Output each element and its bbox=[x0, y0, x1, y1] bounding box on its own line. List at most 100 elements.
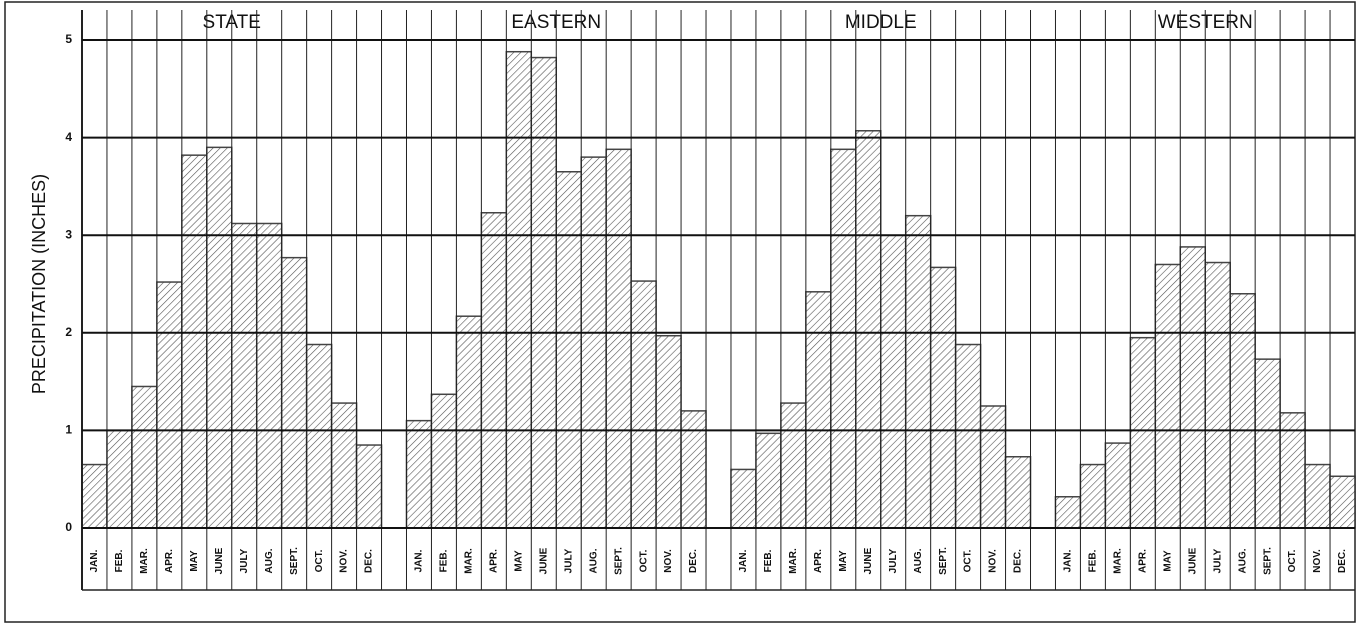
bar bbox=[1179, 246, 1206, 529]
x-tick-label: SEPT. bbox=[1262, 547, 1273, 575]
x-tick-label: AUG. bbox=[264, 548, 275, 573]
y-tick-label: 3 bbox=[65, 227, 72, 241]
bar bbox=[1104, 442, 1132, 529]
bar bbox=[181, 154, 208, 529]
x-tick-label: DEC. bbox=[688, 549, 699, 573]
x-tick-label: MAY bbox=[513, 550, 524, 572]
bar bbox=[979, 405, 1007, 529]
x-tick-label: OCT. bbox=[314, 549, 325, 572]
x-tick-label: DEC. bbox=[1013, 549, 1024, 573]
x-tick-label: MAR. bbox=[139, 548, 150, 574]
x-tick-label: JAN. bbox=[414, 549, 425, 572]
bar bbox=[954, 343, 982, 529]
bar bbox=[755, 432, 782, 529]
bar bbox=[1304, 463, 1331, 529]
bar bbox=[480, 212, 508, 529]
bar bbox=[206, 146, 233, 529]
x-tick-label: AUG. bbox=[1237, 548, 1248, 573]
x-tick-label: JAN. bbox=[738, 549, 749, 572]
x-tick-label: JULY bbox=[1212, 548, 1223, 573]
bar bbox=[1229, 293, 1256, 529]
bar bbox=[1329, 475, 1356, 529]
y-tick-label: 5 bbox=[65, 32, 72, 46]
x-tick-label: OCT. bbox=[638, 549, 649, 572]
x-tick-label: OCT. bbox=[963, 549, 974, 572]
bar bbox=[555, 171, 582, 529]
bar bbox=[1204, 261, 1231, 529]
y-tick-label: 1 bbox=[65, 423, 72, 437]
x-tick-label: JULY bbox=[239, 548, 250, 573]
x-tick-label: SEPT. bbox=[289, 547, 300, 575]
x-tick-label: AUG. bbox=[588, 548, 599, 573]
x-tick-label: JUNE bbox=[863, 547, 874, 574]
x-tick-label: FEB. bbox=[1088, 549, 1099, 572]
x-tick-label: FEB. bbox=[439, 549, 450, 572]
x-tick-label: SEPT. bbox=[613, 547, 624, 575]
x-tick-label: NOV. bbox=[339, 549, 350, 573]
bar bbox=[231, 222, 258, 529]
x-tick-label: JULY bbox=[888, 548, 899, 573]
x-tick-label: MAY bbox=[1162, 550, 1173, 572]
x-tick-label: NOV. bbox=[1312, 549, 1323, 573]
bar bbox=[1129, 336, 1157, 529]
bar bbox=[830, 148, 857, 529]
x-tick-label: FEB. bbox=[114, 549, 125, 572]
bar bbox=[879, 234, 907, 529]
x-tick-label: AUG. bbox=[913, 548, 924, 573]
x-tick-label: MAY bbox=[189, 550, 200, 572]
x-tick-label: MAR. bbox=[464, 548, 475, 574]
x-tick-label: JUNE bbox=[538, 547, 549, 574]
x-tick-label: APR. bbox=[1137, 549, 1148, 573]
x-tick-label: MAR. bbox=[1113, 548, 1124, 574]
x-tick-label: DEC. bbox=[1337, 549, 1348, 573]
x-tick-label: APR. bbox=[164, 549, 175, 573]
bar bbox=[106, 429, 133, 529]
x-tick-label: JAN. bbox=[1063, 549, 1074, 572]
bar bbox=[455, 315, 483, 529]
bar bbox=[1054, 496, 1082, 529]
x-tick-label: MAR. bbox=[788, 548, 799, 574]
x-tick-label: NOV. bbox=[663, 549, 674, 573]
bar bbox=[131, 385, 158, 529]
bar bbox=[430, 393, 458, 529]
bar bbox=[505, 50, 533, 529]
bar bbox=[904, 214, 932, 529]
bar bbox=[305, 343, 333, 529]
bar bbox=[255, 222, 283, 529]
x-tick-label: JAN. bbox=[89, 549, 100, 572]
y-tick-label: 4 bbox=[65, 130, 72, 144]
bar bbox=[680, 410, 707, 529]
bar bbox=[929, 266, 957, 529]
x-tick-label: OCT. bbox=[1287, 549, 1298, 572]
y-tick-label: 2 bbox=[65, 325, 72, 339]
x-tick-label: FEB. bbox=[763, 549, 774, 572]
x-tick-label: JUNE bbox=[214, 547, 225, 574]
bar bbox=[780, 402, 807, 529]
bar bbox=[156, 281, 183, 529]
bar bbox=[81, 463, 108, 529]
x-tick-label: JULY bbox=[563, 548, 574, 573]
bar bbox=[605, 148, 632, 529]
bar bbox=[1254, 358, 1281, 529]
bar bbox=[330, 402, 358, 529]
x-tick-label: NOV. bbox=[988, 549, 999, 573]
bar bbox=[580, 156, 607, 529]
y-axis-label: PRECIPITATION (INCHES) bbox=[29, 174, 49, 394]
x-tick-label: APR. bbox=[488, 549, 499, 573]
x-tick-label: DEC. bbox=[364, 549, 375, 573]
bar bbox=[1004, 456, 1032, 529]
y-tick-label: 0 bbox=[65, 520, 72, 534]
bar bbox=[730, 468, 757, 529]
bar bbox=[655, 334, 682, 529]
bar bbox=[280, 256, 308, 529]
x-tick-label: SEPT. bbox=[938, 547, 949, 575]
bar bbox=[805, 291, 832, 529]
bar bbox=[405, 419, 433, 529]
bar bbox=[1079, 463, 1107, 529]
bar bbox=[355, 444, 383, 529]
x-tick-label: APR. bbox=[813, 549, 824, 573]
bar bbox=[1154, 263, 1182, 529]
x-tick-label: MAY bbox=[838, 550, 849, 572]
bar bbox=[530, 56, 558, 529]
